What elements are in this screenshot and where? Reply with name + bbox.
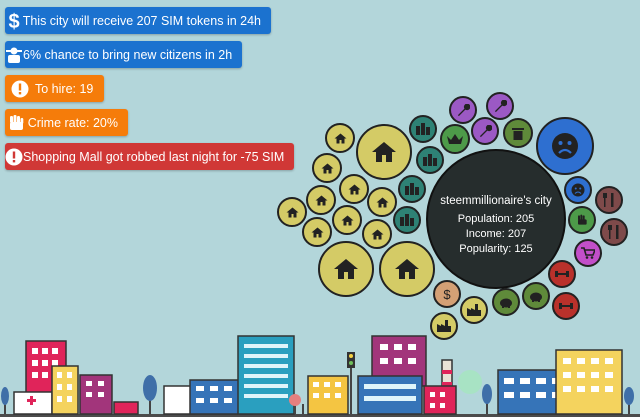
wrench-icon xyxy=(457,103,470,116)
mood-small-bubble[interactable] xyxy=(564,176,592,204)
house-icon xyxy=(395,259,419,279)
city-skyline-illustration xyxy=(0,335,640,417)
notification-robbery: Shopping Mall got robbed last night for … xyxy=(5,143,294,170)
house-icon xyxy=(334,133,346,143)
notification-text: Shopping Mall got robbed last night for … xyxy=(23,149,285,164)
piggy-bank-icon xyxy=(500,298,512,308)
building-icon xyxy=(416,123,430,135)
cutlery-icon xyxy=(603,193,614,207)
restaurant-bubble[interactable] xyxy=(595,186,623,214)
money-bubble[interactable]: $ xyxy=(433,280,461,308)
notification-text: Crime rate: 20% xyxy=(27,115,118,130)
building-bubble[interactable] xyxy=(398,175,426,203)
city-name: steemmillionaire's city xyxy=(440,195,552,207)
fist-icon xyxy=(5,114,28,132)
building-icon xyxy=(423,154,437,166)
sad-face-icon xyxy=(552,133,578,159)
strength-bubble[interactable] xyxy=(568,206,596,234)
cutlery-icon xyxy=(608,225,619,239)
dollar-icon: $ xyxy=(5,11,23,31)
house-bubble-large[interactable] xyxy=(379,241,435,297)
building-icon xyxy=(405,183,419,195)
city-income: Income: 207 xyxy=(465,228,527,240)
house-bubble[interactable] xyxy=(332,205,362,235)
svg-text:$: $ xyxy=(443,287,451,301)
house-icon xyxy=(334,259,358,279)
house-icon xyxy=(372,142,396,162)
fist-icon xyxy=(578,214,587,225)
notification-citizens: 6% chance to bring new citizens in 2h xyxy=(5,41,242,68)
repair-bubble[interactable] xyxy=(449,96,477,124)
house-icon xyxy=(321,163,333,173)
factory-icon xyxy=(437,320,451,332)
house-icon xyxy=(311,227,323,237)
house-bubble[interactable] xyxy=(306,185,336,215)
house-icon xyxy=(341,215,353,225)
restaurant-bubble[interactable] xyxy=(600,218,628,246)
mood-bubble[interactable] xyxy=(536,117,594,175)
notification-tokens: $ This city will receive 207 SIM tokens … xyxy=(5,7,271,34)
wrench-icon xyxy=(494,99,507,112)
notification-text: 6% chance to bring new citizens in 2h xyxy=(23,47,233,62)
city-popularity: Popularity: 125 xyxy=(459,243,533,255)
factory-icon xyxy=(467,304,481,316)
city-population: Population: 205 xyxy=(457,213,535,225)
crown-icon xyxy=(447,134,463,144)
building-icon xyxy=(400,214,414,226)
dumbbell-icon xyxy=(559,303,573,309)
repair-bubble[interactable] xyxy=(471,117,499,145)
building-bubble[interactable] xyxy=(409,115,437,143)
factory-bubble[interactable] xyxy=(460,296,488,324)
dollar-icon: $ xyxy=(443,287,451,301)
house-bubble[interactable] xyxy=(339,174,369,204)
alert-icon xyxy=(5,80,35,98)
house-bubble[interactable] xyxy=(312,153,342,183)
dumbbell-icon xyxy=(555,271,569,277)
bank-bubble[interactable] xyxy=(522,282,550,310)
repair-bubble[interactable] xyxy=(486,92,514,120)
alert-icon xyxy=(5,148,23,166)
citizens-icon xyxy=(5,46,23,64)
notification-text: This city will receive 207 SIM tokens in… xyxy=(22,13,261,28)
house-bubble[interactable] xyxy=(277,197,307,227)
factory-bubble[interactable] xyxy=(430,312,458,340)
cart-icon xyxy=(581,247,595,259)
notification-hire: To hire: 19 xyxy=(5,75,104,102)
house-icon xyxy=(376,197,388,207)
shop-bubble[interactable] xyxy=(574,239,602,267)
trash-bubble[interactable] xyxy=(503,118,533,148)
trash-icon xyxy=(512,127,524,140)
crown-bubble[interactable] xyxy=(440,124,470,154)
building-bubble[interactable] xyxy=(393,206,421,234)
gym-bubble[interactable] xyxy=(552,292,580,320)
house-icon xyxy=(348,184,360,194)
notification-text: To hire: 19 xyxy=(35,81,94,96)
house-bubble-large[interactable] xyxy=(318,241,374,297)
bank-bubble[interactable] xyxy=(492,288,520,316)
house-bubble[interactable] xyxy=(367,187,397,217)
sad-face-icon xyxy=(571,183,585,197)
house-bubble[interactable] xyxy=(302,217,332,247)
house-icon xyxy=(315,195,327,205)
house-icon xyxy=(286,207,298,217)
wrench-icon xyxy=(479,124,492,137)
house-bubble[interactable] xyxy=(325,123,355,153)
house-bubble[interactable] xyxy=(362,219,392,249)
city-stats-bubble[interactable]: steemmillionaire's city Population: 205 … xyxy=(426,149,566,289)
piggy-bank-icon xyxy=(530,292,542,302)
building-bubble[interactable] xyxy=(416,146,444,174)
house-icon xyxy=(371,229,383,239)
notification-crime: Crime rate: 20% xyxy=(5,109,128,136)
svg-text:$: $ xyxy=(8,11,19,31)
house-bubble-large[interactable] xyxy=(356,124,412,180)
gym-bubble[interactable] xyxy=(548,260,576,288)
